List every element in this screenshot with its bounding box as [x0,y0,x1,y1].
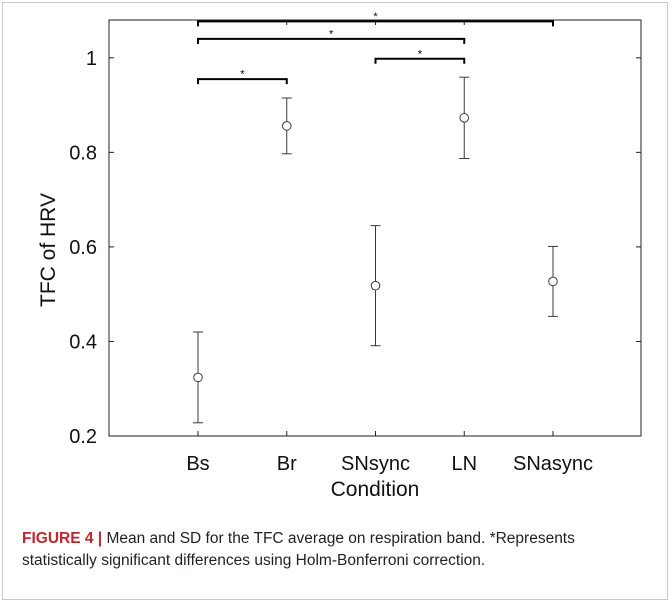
y-tick-label: 0.8 [69,142,97,164]
significance-star: * [418,48,423,60]
mean-marker [370,280,381,291]
x-tick-label: SNasync [513,453,593,475]
y-axis-ticks: 0.2 0.4 0.6 0.8 1 [69,48,641,448]
caption-text: Mean and SD for the TFC average on respi… [22,530,575,569]
bracket-line [197,78,288,85]
error-bar-chart: 0.2 0.4 0.6 0.8 1 Bs Br SNsync LN SNasync * * * * C… [37,11,642,501]
caption-label: FIGURE 4 | [22,530,103,547]
bracket-line [197,37,466,44]
significance-bracket-bs-ln: * [197,28,466,44]
x-axis-title: Condition [331,478,420,501]
significance-star: * [329,28,334,40]
y-tick-label: 0.4 [69,331,97,353]
y-tick-label: 0.6 [69,237,97,259]
x-tick-label: LN [451,453,477,475]
bracket-line [374,57,466,64]
y-tick-label: 0.2 [69,426,97,448]
x-axis-ticks: Bs Br SNsync LN SNasync [186,20,593,475]
significance-bracket-snsync-ln: * [374,48,466,64]
significance-star: * [240,69,245,81]
significance-bracket-bs-br: * [197,69,288,85]
x-tick-label: Bs [186,453,209,475]
x-tick-label: Br [277,453,297,475]
figure-caption: FIGURE 4 | Mean and SD for the TFC avera… [22,528,652,571]
x-tick-label: SNsync [341,453,410,475]
y-tick-label: 1 [86,48,97,70]
mean-marker [459,113,470,123]
error-bar-bs [193,331,203,424]
error-bar-snsync [370,225,381,347]
error-bar-br [281,97,292,155]
significance-bracket-bs-snasync: * [197,11,554,27]
y-axis-title: TFC of HRV [37,193,60,307]
error-bars [193,76,558,424]
mean-marker [193,372,203,383]
mean-marker [281,121,292,131]
bracket-line [197,20,554,27]
mean-marker [548,276,558,287]
error-bar-ln [459,76,470,160]
significance-brackets: * * * * [197,11,554,85]
significance-star: * [373,11,378,23]
error-bar-snasync [548,245,558,317]
